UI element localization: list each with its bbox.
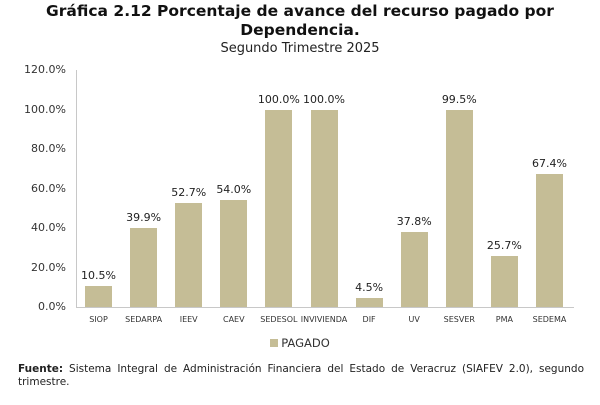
legend: PAGADO bbox=[0, 336, 600, 350]
x-category-label: UV bbox=[408, 315, 420, 324]
bar-dif bbox=[355, 298, 383, 307]
x-category-label: INVIVIENDA bbox=[300, 315, 348, 324]
x-category-label: SIOP bbox=[89, 315, 108, 324]
y-tick-label: 120.0% bbox=[24, 63, 66, 76]
bar-value-label: 39.9% bbox=[126, 211, 162, 225]
bar-sesver bbox=[445, 110, 473, 307]
x-category-label: SESVER bbox=[443, 315, 475, 324]
bar-pma bbox=[490, 256, 518, 307]
y-tick-label: 0.0% bbox=[38, 300, 66, 313]
bar-uv bbox=[400, 232, 428, 307]
bar-ieev bbox=[175, 202, 203, 307]
bar-value-label: 54.0% bbox=[216, 183, 252, 197]
x-category-label: IEEV bbox=[179, 315, 198, 324]
chart-title-line2: Dependencia. bbox=[240, 21, 360, 39]
bar-sedesol bbox=[265, 109, 293, 307]
bar-sedema bbox=[536, 173, 563, 307]
legend-swatch-icon bbox=[270, 339, 279, 347]
source-text: Sistema Integral de Administración Finan… bbox=[18, 363, 584, 388]
legend-label: PAGADO bbox=[281, 336, 330, 350]
y-tick-label: 100.0% bbox=[24, 102, 66, 116]
source-prefix: Fuente: bbox=[18, 363, 64, 375]
bar-invivienda bbox=[310, 109, 338, 307]
chart-title: Gráfica 2.12 Porcentaje de avance del re… bbox=[0, 2, 600, 40]
bar-value-label: 52.7% bbox=[171, 185, 207, 199]
bar-value-label: 67.4% bbox=[532, 156, 567, 170]
bar-value-label: 37.8% bbox=[396, 215, 432, 229]
y-tick-label: 20.0% bbox=[31, 260, 66, 274]
bar-chart: 0.0% 20.0% 40.0% 60.0% 80.0% 100.0% 120.0% 10.5… bbox=[24, 63, 574, 324]
x-category-label: SEDEMA bbox=[532, 315, 567, 324]
y-tick-label: 40.0% bbox=[31, 221, 66, 234]
bar-value-label: 100.0% bbox=[303, 92, 345, 106]
x-category-label: DIF bbox=[362, 315, 376, 324]
bar-value-label: 10.5% bbox=[81, 269, 116, 283]
bar-value-label: 25.7% bbox=[486, 239, 522, 253]
chart-title-line1: Gráfica 2.12 Porcentaje de avance del re… bbox=[46, 2, 554, 20]
x-axis-line bbox=[76, 307, 574, 308]
x-category-label: SEDESOL bbox=[260, 315, 298, 324]
y-axis-line bbox=[76, 70, 77, 308]
y-tick-label: 80.0% bbox=[31, 142, 66, 155]
source-note: Fuente: Sistema Integral de Administraci… bbox=[18, 363, 584, 389]
bar-caev bbox=[220, 200, 248, 307]
x-category-label: CAEV bbox=[223, 315, 245, 324]
bar-sedarpa bbox=[130, 228, 158, 307]
chart-subtitle: Segundo Trimestre 2025 bbox=[220, 41, 380, 56]
x-category-label: SEDARPA bbox=[125, 315, 163, 324]
bar-value-label: 4.5% bbox=[355, 281, 384, 295]
y-tick-label: 60.0% bbox=[31, 181, 66, 195]
bar-value-label: 99.5% bbox=[441, 93, 477, 107]
x-category-label: PMA bbox=[495, 315, 513, 324]
bar-siop bbox=[85, 286, 112, 307]
bar-value-label: 100.0% bbox=[257, 92, 300, 106]
